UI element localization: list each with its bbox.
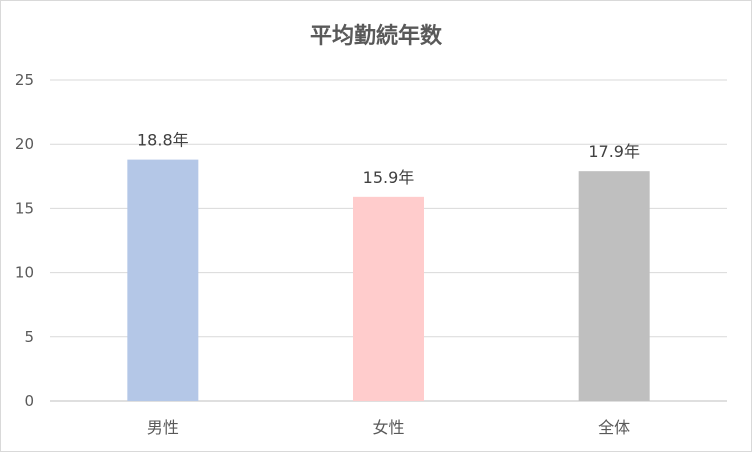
x-category-label: 女性 bbox=[372, 418, 404, 437]
y-tick-label: 5 bbox=[24, 328, 34, 346]
bar bbox=[578, 171, 650, 401]
bar bbox=[353, 196, 424, 401]
y-tick-label: 20 bbox=[15, 135, 34, 153]
bar bbox=[127, 159, 199, 401]
bars bbox=[127, 159, 650, 401]
y-axis-ticks: 0 5 10 15 20 25 bbox=[15, 71, 34, 410]
y-tick-label: 10 bbox=[15, 264, 34, 282]
x-category-label: 全体 bbox=[598, 418, 630, 437]
y-tick-label: 25 bbox=[15, 71, 34, 89]
data-label: 18.8年 bbox=[137, 131, 189, 150]
data-label: 15.9年 bbox=[363, 168, 415, 187]
x-axis-categories: 男性 女性 全体 bbox=[147, 418, 630, 437]
x-category-label: 男性 bbox=[147, 418, 179, 437]
chart-title: 平均勤続年数 bbox=[309, 24, 442, 49]
y-tick-label: 0 bbox=[24, 392, 34, 410]
data-label: 17.9年 bbox=[588, 142, 640, 161]
y-tick-label: 15 bbox=[15, 199, 34, 217]
data-labels: 18.8年 15.9年 17.9年 bbox=[137, 131, 640, 187]
